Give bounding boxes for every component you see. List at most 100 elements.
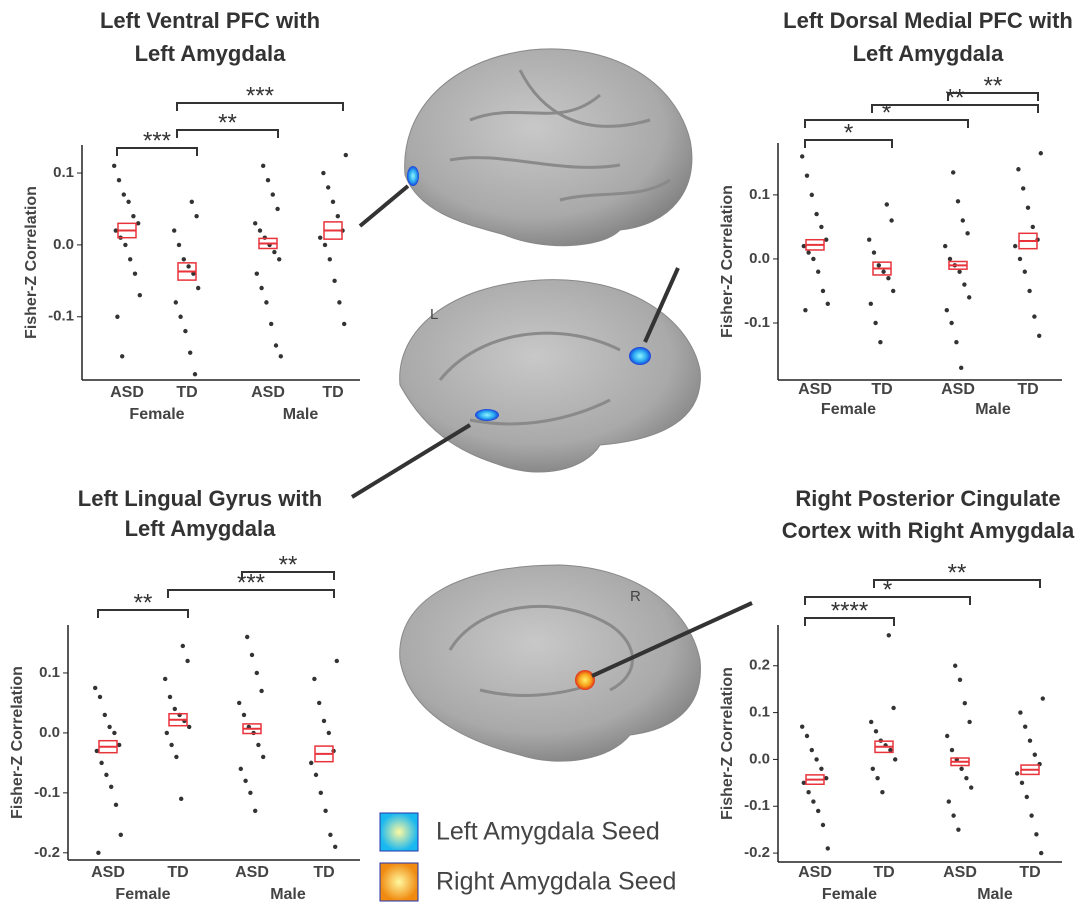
data-point bbox=[102, 712, 108, 718]
seed-blob bbox=[629, 347, 651, 365]
data-point bbox=[312, 676, 317, 682]
significance-bracket bbox=[241, 571, 335, 580]
x-tick-label: TD bbox=[167, 864, 188, 881]
connector bbox=[591, 601, 753, 678]
data-point bbox=[949, 747, 955, 753]
data-point bbox=[1013, 243, 1018, 249]
data-point bbox=[112, 163, 117, 169]
data-point bbox=[277, 257, 282, 262]
x-tick-label: TD bbox=[176, 384, 197, 401]
data-point bbox=[964, 775, 969, 781]
brain-medial-right bbox=[399, 564, 701, 762]
data-point bbox=[816, 808, 821, 814]
data-point bbox=[1017, 256, 1023, 262]
data-point bbox=[1027, 738, 1033, 743]
legend-swatch bbox=[379, 812, 419, 852]
data-point bbox=[185, 658, 190, 664]
data-point bbox=[97, 694, 103, 700]
data-point bbox=[238, 766, 243, 772]
data-point bbox=[867, 237, 872, 242]
data-point bbox=[871, 250, 877, 255]
data-point bbox=[309, 760, 314, 766]
data-point bbox=[327, 257, 332, 262]
significance-bracket bbox=[116, 147, 198, 156]
data-point bbox=[259, 688, 264, 694]
data-point bbox=[112, 730, 117, 736]
data-point bbox=[183, 328, 188, 334]
data-point bbox=[824, 237, 829, 242]
x-tick-label: TD bbox=[871, 381, 892, 398]
y-tick-label: 0.0 bbox=[749, 750, 770, 767]
connector bbox=[643, 267, 680, 343]
data-point bbox=[820, 288, 826, 294]
data-point bbox=[332, 278, 337, 284]
y-tick-label: 0.2 bbox=[749, 657, 770, 674]
data-point bbox=[809, 192, 814, 198]
data-point bbox=[811, 799, 816, 804]
data-point bbox=[1021, 186, 1026, 191]
data-point bbox=[254, 670, 259, 676]
data-point bbox=[96, 850, 101, 856]
data-point bbox=[951, 170, 956, 175]
data-point bbox=[333, 844, 338, 850]
seed-blob bbox=[407, 166, 419, 186]
y-axis-label: Fisher-Z Correlation bbox=[9, 666, 26, 819]
data-point bbox=[880, 790, 885, 795]
data-point bbox=[337, 300, 342, 305]
data-point bbox=[137, 292, 142, 298]
data-point bbox=[801, 243, 806, 249]
data-point bbox=[884, 202, 889, 207]
data-point bbox=[109, 784, 114, 790]
data-point bbox=[335, 213, 340, 219]
data-point bbox=[1016, 167, 1021, 172]
data-point bbox=[1019, 780, 1025, 786]
x-tick-label: ASD bbox=[235, 864, 269, 881]
data-point bbox=[814, 757, 819, 762]
data-point bbox=[876, 263, 881, 268]
data-point bbox=[196, 285, 201, 291]
y-tick-label: -0.2 bbox=[34, 844, 60, 861]
data-point bbox=[800, 724, 805, 729]
data-point bbox=[189, 199, 194, 204]
data-point bbox=[187, 724, 192, 730]
x-tick-label: ASD bbox=[110, 384, 144, 401]
data-point bbox=[257, 228, 263, 233]
y-tick-label: 0.1 bbox=[53, 164, 74, 181]
brain-images: L R bbox=[350, 48, 753, 762]
data-point bbox=[107, 724, 112, 730]
data-point bbox=[278, 354, 283, 359]
data-point bbox=[1024, 794, 1030, 800]
data-point bbox=[960, 218, 965, 223]
data-point bbox=[1039, 850, 1044, 856]
hemisphere-label: R bbox=[630, 588, 641, 605]
data-point bbox=[825, 301, 830, 306]
data-point bbox=[1038, 151, 1044, 156]
data-point bbox=[128, 257, 133, 262]
group-label: Female bbox=[115, 886, 170, 903]
significance-label: ** bbox=[134, 589, 153, 616]
significance-bracket bbox=[97, 609, 189, 618]
data-point bbox=[191, 271, 196, 276]
data-point bbox=[955, 199, 961, 204]
data-point bbox=[269, 321, 274, 327]
data-point bbox=[804, 173, 810, 178]
data-point bbox=[265, 178, 271, 183]
significance-label: **** bbox=[831, 597, 868, 624]
chart-title: Left Amygdala bbox=[125, 516, 277, 541]
data-point bbox=[1018, 710, 1023, 715]
data-point bbox=[181, 257, 186, 262]
seed-blob bbox=[475, 409, 499, 421]
significance-label: ** bbox=[984, 72, 1003, 99]
data-point bbox=[136, 221, 141, 226]
significance-bracket bbox=[176, 102, 344, 111]
data-point bbox=[192, 372, 198, 377]
data-point bbox=[954, 340, 959, 345]
data-point bbox=[881, 269, 886, 274]
data-point bbox=[1032, 314, 1037, 319]
data-point bbox=[800, 154, 805, 159]
data-point bbox=[809, 747, 814, 753]
y-tick-label: -0.1 bbox=[48, 308, 74, 325]
significance-label: *** bbox=[143, 127, 171, 154]
data-point bbox=[962, 701, 967, 706]
